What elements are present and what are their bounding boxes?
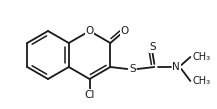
Text: O: O (120, 26, 128, 36)
Text: S: S (149, 42, 156, 52)
Text: N: N (173, 62, 180, 72)
Text: O: O (85, 26, 94, 36)
Text: S: S (129, 64, 136, 74)
Text: CH₃: CH₃ (192, 52, 210, 62)
Text: CH₃: CH₃ (192, 76, 210, 86)
Text: Cl: Cl (84, 90, 95, 100)
